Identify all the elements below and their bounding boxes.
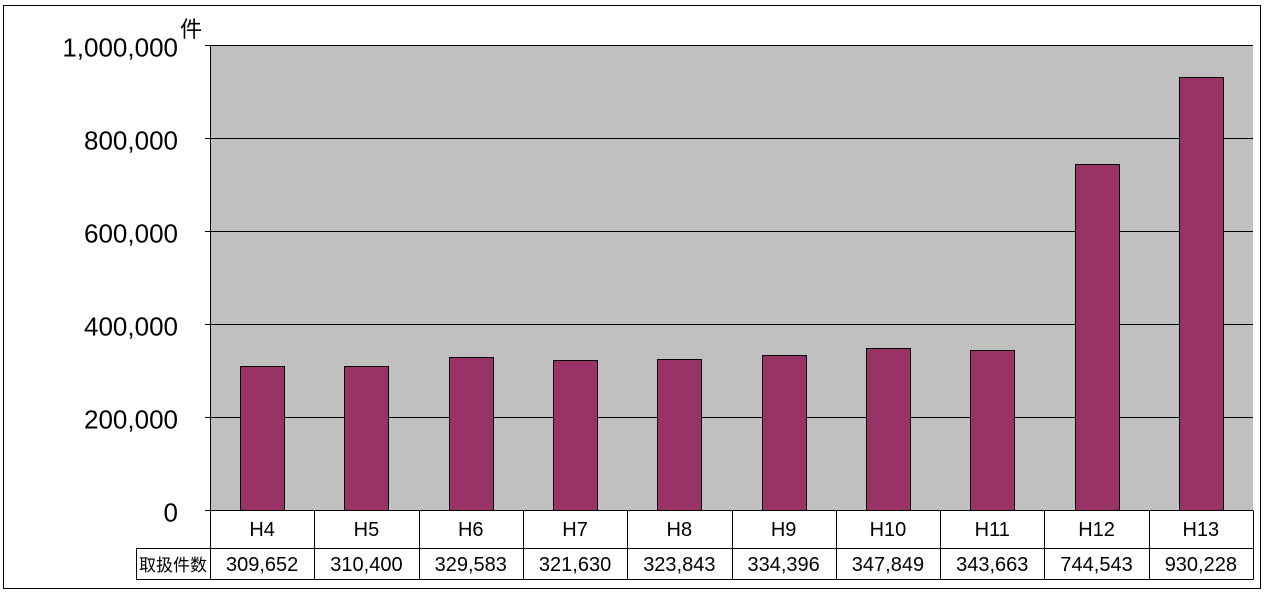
y-tick-label: 0 xyxy=(164,498,178,528)
x-category-label: H6 xyxy=(458,519,484,541)
table-value-cell: 744,543 xyxy=(1060,554,1132,576)
table-value-cell: 309,652 xyxy=(226,554,298,576)
bar-h6 xyxy=(449,357,494,511)
x-category-label: H4 xyxy=(249,519,275,541)
x-category-label: H12 xyxy=(1078,519,1115,541)
chart-frame-layer xyxy=(3,5,1261,589)
table-value-cell: 321,630 xyxy=(539,554,611,576)
table-value-cell: 343,663 xyxy=(956,554,1028,576)
bar-h9 xyxy=(762,355,807,511)
bar-h12 xyxy=(1075,164,1120,511)
x-category-label: H13 xyxy=(1182,519,1219,541)
bar-h5 xyxy=(344,366,389,511)
x-category-label: H10 xyxy=(870,519,907,541)
table-value-cell: 323,843 xyxy=(643,554,715,576)
x-category-label: H8 xyxy=(667,519,693,541)
y-tick-label: 600,000 xyxy=(84,219,178,249)
y-tick-label: 400,000 xyxy=(84,312,178,342)
bar-h7 xyxy=(553,360,598,511)
table-row-label: 取扱件数 xyxy=(139,556,207,575)
y-tick-label: 200,000 xyxy=(84,405,178,435)
bar-h11 xyxy=(970,350,1015,511)
y-axis-unit-label: 件 xyxy=(180,17,202,42)
table-value-cell: 930,228 xyxy=(1165,554,1237,576)
x-category-label: H11 xyxy=(975,519,1010,541)
x-category-label: H9 xyxy=(771,519,797,541)
table-value-cell: 329,583 xyxy=(435,554,507,576)
y-tick-label: 1,000,000 xyxy=(62,33,178,63)
bars-layer xyxy=(240,77,1224,511)
bar-h4 xyxy=(240,366,285,511)
x-category-label: H7 xyxy=(562,519,588,541)
y-axis-layer: 件 0 200,000 400,000 600,000 800,000 1,000,000 xyxy=(62,17,211,580)
x-category-label: H5 xyxy=(354,519,380,541)
data-table-layer: 取扱件数 H4 309,652 H5 310,400 H6 329,583 H7 321,630… xyxy=(136,510,1254,580)
y-tick-label: 800,000 xyxy=(84,126,178,156)
bar-h8 xyxy=(657,359,702,511)
bar-h10 xyxy=(866,348,911,511)
table-value-cell: 310,400 xyxy=(330,554,402,576)
bar-h13 xyxy=(1179,77,1224,511)
table-value-cell: 334,396 xyxy=(748,554,820,576)
table-value-cell: 347,849 xyxy=(852,554,924,576)
